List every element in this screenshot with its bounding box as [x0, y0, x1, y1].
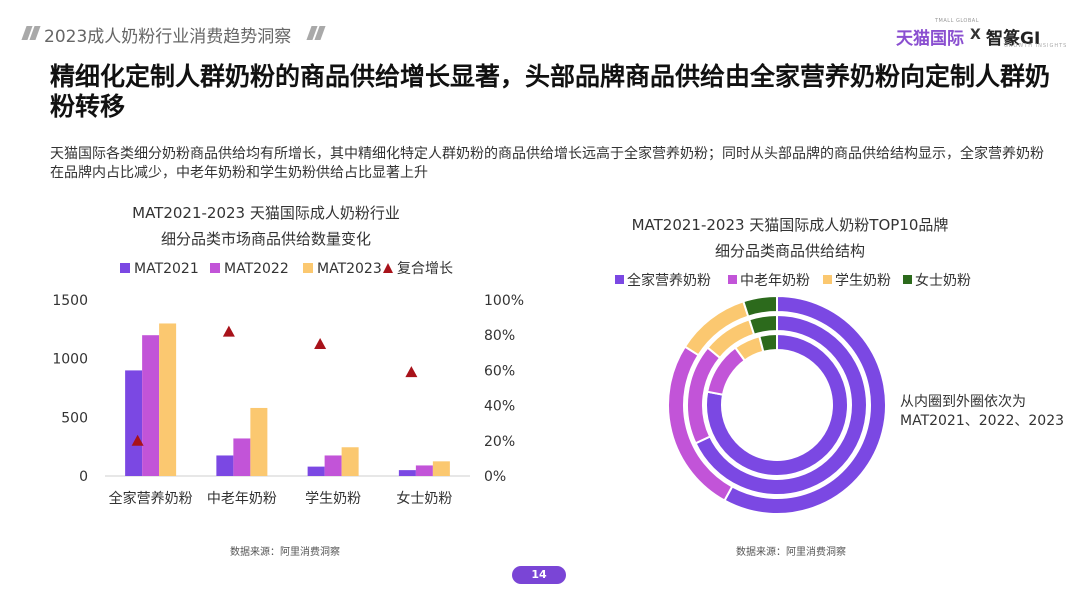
donut-legend-item: 中老年奶粉	[728, 273, 810, 289]
donut-legend-swatch	[823, 275, 832, 284]
donut-legend-label: 全家营养奶粉	[627, 272, 711, 289]
bar-legend-label: MAT2023	[317, 261, 382, 277]
bar-legend-label: MAT2022	[224, 261, 289, 277]
bar-legend-item: MAT2023	[303, 261, 382, 277]
donut-chart-source: 数据来源：阿里消费洞察	[736, 547, 846, 558]
report-title: 2023成人奶粉行业消费趋势洞察	[44, 27, 292, 47]
bar-chart-title: MAT2021-2023 天猫国际成人奶粉行业 细分品类市场商品供给数量变化	[106, 200, 426, 252]
bar	[415, 465, 433, 476]
bar-y2-tick-label: 20%	[484, 434, 515, 450]
donut-slice	[705, 332, 849, 477]
donut-chart-title: MAT2021-2023 天猫国际成人奶粉TOP10品牌 细分品类商品供给结构	[600, 212, 980, 264]
bar-x-tick-label: 学生奶粉	[305, 491, 361, 507]
donut-slice	[742, 294, 778, 318]
donut-legend-swatch	[615, 275, 624, 284]
bar	[233, 438, 251, 476]
donut-slice	[758, 332, 778, 353]
growth-marker	[222, 325, 235, 337]
bar-y-tick-label: 500	[61, 410, 88, 426]
bar	[307, 466, 325, 476]
bar	[341, 447, 359, 476]
bar-y2-tick-label: 80%	[484, 328, 515, 344]
bar-y-tick-label: 1000	[52, 352, 88, 368]
top-bar: 2023成人奶粉行业消费趋势洞察 天猫国际 TMALL GLOBAL X 智篆G…	[0, 0, 1080, 50]
donut-chart-title-line1: MAT2021-2023 天猫国际成人奶粉TOP10品牌	[631, 216, 949, 234]
bar-legend-label: MAT2021	[134, 261, 199, 277]
page-headline: 精细化定制人群奶粉的商品供给增长显著，头部品牌商品供给由全家营养奶粉向定制人群奶…	[50, 62, 1051, 121]
bar-legend-swatch	[303, 263, 313, 273]
bar-legend-triangle-icon	[383, 263, 393, 273]
bar-y-tick-label: 0	[79, 469, 88, 485]
donut-slice	[747, 313, 778, 336]
bar-chart-title-line2: 细分品类市场商品供给数量变化	[160, 230, 371, 248]
bar-legend-item: MAT2021	[120, 261, 199, 277]
donut-legend-label: 学生奶粉	[835, 273, 891, 289]
bar-chart: MAT2021 MAT2022 MAT2023 复合增长 0 500 1000 1500 0% 2…	[52, 260, 524, 507]
bar	[159, 323, 177, 476]
page-description: 天猫国际各类细分奶粉商品供给均有所增长，其中精细化特定人群奶粉的商品供给增长远高…	[50, 146, 1044, 181]
bar	[432, 461, 450, 476]
page-number: 14	[512, 566, 566, 584]
bar-y2-tick-label: 60%	[484, 363, 515, 379]
growth-marker	[405, 366, 418, 378]
bar	[324, 455, 342, 476]
donut-legend-swatch	[728, 275, 737, 284]
tmall-global-logo-subtext: TMALL GLOBAL	[935, 18, 980, 24]
growth-insights-logo: 智篆GI	[986, 29, 1041, 49]
donut-annotation-line2: MAT2021、2022、2023	[900, 413, 1064, 429]
bar	[398, 470, 416, 476]
bar-y2-tick-label: 100%	[484, 293, 524, 309]
bar-y-tick-label: 1500	[52, 293, 88, 309]
bar-legend-item: 复合增长	[383, 260, 453, 277]
donut-chart-title-line2: 细分品类商品供给结构	[714, 242, 865, 260]
donut-annotation-line1: 从内圈到外圈依次为	[900, 394, 1026, 410]
bar-x-tick-label: 女士奶粉	[396, 490, 452, 507]
bar-chart-source: 数据来源：阿里消费洞察	[230, 547, 340, 558]
growth-marker	[131, 434, 144, 446]
bar-y2-tick-label: 0%	[484, 469, 506, 485]
donut-legend-item: 学生奶粉	[823, 273, 891, 289]
growth-marker	[314, 338, 327, 349]
bar	[142, 335, 160, 476]
tmall-global-logo: 天猫国际	[896, 29, 964, 49]
donut-legend-swatch	[903, 275, 912, 284]
bar	[125, 370, 143, 476]
bar-legend-swatch	[120, 263, 130, 273]
bar-x-tick-label: 全家营养奶粉	[109, 490, 193, 507]
logo-separator: X	[970, 27, 981, 43]
bar	[216, 455, 234, 476]
donut-legend-item: 全家营养奶粉	[615, 272, 711, 289]
bar-legend-swatch	[210, 263, 220, 273]
bar-x-tick-label: 中老年奶粉	[207, 491, 277, 507]
donut-legend-label: 中老年奶粉	[740, 273, 810, 289]
bar-legend-label: 复合增长	[397, 260, 453, 277]
donut-legend-label: 女士奶粉	[915, 272, 971, 289]
growth-insights-logo-subtext: GROWTH INSIGHTS	[1004, 43, 1068, 49]
bar-y2-tick-label: 40%	[484, 399, 515, 415]
bar	[250, 407, 268, 476]
bar-legend-item: MAT2022	[210, 261, 289, 277]
bar-chart-title-line1: MAT2021-2023 天猫国际成人奶粉行业	[132, 204, 400, 222]
donut-legend-item: 女士奶粉	[903, 272, 971, 289]
